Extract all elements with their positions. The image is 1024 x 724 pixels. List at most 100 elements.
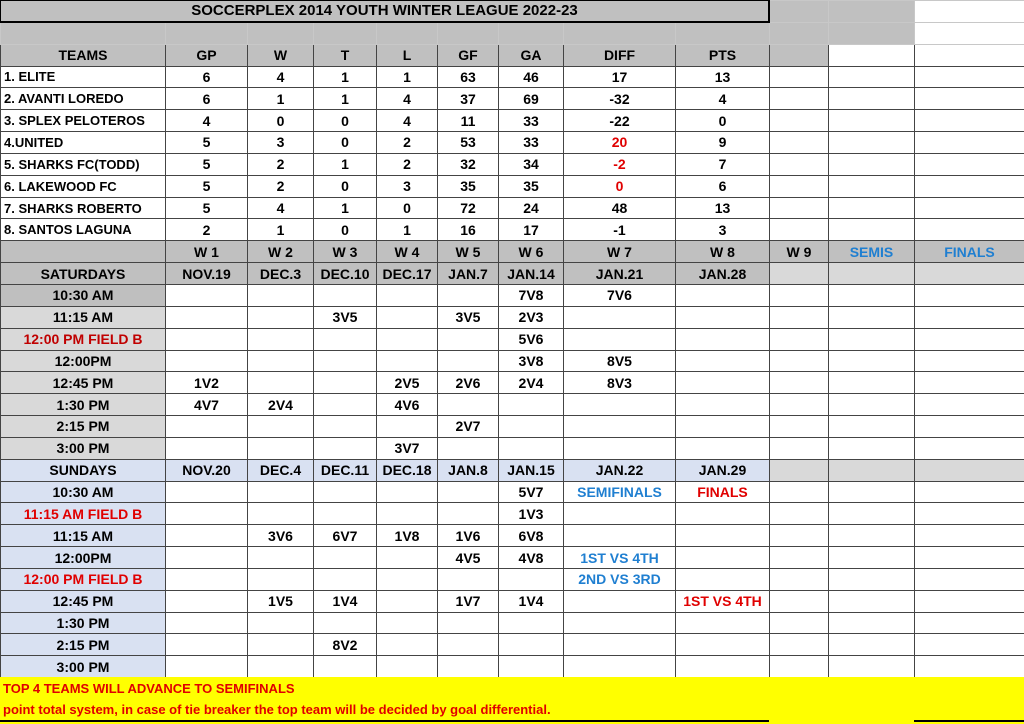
empty-cell[interactable] <box>914 611 1024 635</box>
time-slot-label[interactable]: 12:00 PM FIELD B <box>0 327 166 351</box>
empty-cell[interactable] <box>376 589 438 613</box>
empty-cell[interactable] <box>498 415 564 438</box>
cell[interactable] <box>769 21 829 45</box>
time-slot-label[interactable]: 12:45 PM <box>0 589 166 613</box>
empty-cell[interactable] <box>376 480 438 504</box>
cell[interactable] <box>769 218 829 242</box>
team-gp[interactable]: 5 <box>165 174 248 198</box>
empty-cell[interactable] <box>769 393 829 417</box>
date-header[interactable]: JAN.29 <box>675 458 770 482</box>
team-ga[interactable]: 24 <box>498 196 564 220</box>
cell[interactable] <box>914 87 1024 111</box>
empty-cell[interactable] <box>769 633 829 657</box>
cell[interactable] <box>914 43 1024 67</box>
team-w[interactable]: 2 <box>247 174 314 198</box>
cell[interactable] <box>563 21 676 45</box>
week-header[interactable]: W 7 <box>563 240 676 264</box>
empty-cell[interactable] <box>675 436 770 460</box>
empty-cell[interactable] <box>675 393 770 417</box>
sheet-title[interactable]: SOCCERPLEX 2014 YOUTH WINTER LEAGUE 2022… <box>0 0 770 23</box>
column-header-ga[interactable]: GA <box>498 43 564 67</box>
game-cell[interactable]: 2V6 <box>437 371 499 395</box>
cell[interactable] <box>914 152 1024 176</box>
empty-cell[interactable] <box>437 633 499 657</box>
empty-cell[interactable] <box>437 502 499 526</box>
empty-cell[interactable] <box>247 371 314 395</box>
cell[interactable] <box>828 131 915 154</box>
team-name[interactable]: 8. SANTOS LAGUNA <box>0 218 166 242</box>
empty-cell[interactable] <box>563 524 676 548</box>
cell[interactable] <box>376 21 438 45</box>
week-header[interactable]: W 5 <box>437 240 499 264</box>
team-t[interactable]: 1 <box>313 65 377 89</box>
game-cell[interactable]: 7V8 <box>498 283 564 307</box>
empty-cell[interactable] <box>769 283 829 307</box>
team-diff[interactable]: -32 <box>563 87 676 111</box>
empty-cell[interactable] <box>498 633 564 657</box>
empty-cell[interactable] <box>828 655 915 679</box>
date-header[interactable] <box>914 262 1024 285</box>
empty-cell[interactable] <box>769 371 829 395</box>
team-t[interactable]: 1 <box>313 196 377 220</box>
column-header-gf[interactable]: GF <box>437 43 499 67</box>
empty-cell[interactable] <box>563 305 676 329</box>
empty-cell[interactable] <box>828 305 915 329</box>
date-header[interactable]: JAN.22 <box>563 458 676 482</box>
team-w[interactable]: 0 <box>247 109 314 133</box>
empty-cell[interactable] <box>769 436 829 460</box>
game-cell[interactable]: 6V7 <box>313 524 377 548</box>
week-header[interactable]: W 3 <box>313 240 377 264</box>
empty-cell[interactable] <box>313 655 377 679</box>
empty-cell[interactable] <box>769 567 829 591</box>
time-slot-label[interactable]: 2:15 PM <box>0 633 166 657</box>
date-header[interactable]: JAN.28 <box>675 262 770 285</box>
empty-cell[interactable] <box>313 415 377 438</box>
time-slot-label[interactable]: 11:15 AM FIELD B <box>0 502 166 526</box>
empty-cell[interactable] <box>498 567 564 591</box>
team-pts[interactable]: 9 <box>675 131 770 154</box>
empty-cell[interactable] <box>675 415 770 438</box>
cell[interactable] <box>769 152 829 176</box>
empty-cell[interactable] <box>247 283 314 307</box>
team-pts[interactable]: 7 <box>675 152 770 176</box>
sundays-label[interactable]: SUNDAYS <box>0 458 166 482</box>
date-header[interactable]: NOV.20 <box>165 458 248 482</box>
date-header[interactable] <box>914 458 1024 482</box>
team-l[interactable]: 1 <box>376 218 438 242</box>
team-name[interactable]: 3. SPLEX PELOTEROS <box>0 109 166 133</box>
time-slot-label[interactable]: 11:15 AM <box>0 524 166 548</box>
game-cell[interactable]: 1V5 <box>247 589 314 613</box>
team-gf[interactable]: 32 <box>437 152 499 176</box>
game-cell[interactable]: 3V6 <box>247 524 314 548</box>
team-diff[interactable]: -2 <box>563 152 676 176</box>
empty-cell[interactable] <box>165 524 248 548</box>
empty-cell[interactable] <box>914 371 1024 395</box>
date-header[interactable]: DEC.11 <box>313 458 377 482</box>
empty-cell[interactable] <box>376 327 438 351</box>
game-cell[interactable]: 2V7 <box>437 415 499 438</box>
team-t[interactable]: 0 <box>313 174 377 198</box>
game-cell[interactable]: 4V5 <box>437 546 499 569</box>
game-cell[interactable]: 3V5 <box>313 305 377 329</box>
empty-cell[interactable] <box>914 283 1024 307</box>
game-cell[interactable]: 5V6 <box>498 327 564 351</box>
cell[interactable] <box>247 21 314 45</box>
team-gf[interactable]: 16 <box>437 218 499 242</box>
time-slot-label[interactable]: 1:30 PM <box>0 611 166 635</box>
team-ga[interactable]: 35 <box>498 174 564 198</box>
column-header-pts[interactable]: PTS <box>675 43 770 67</box>
time-slot-label[interactable]: 1:30 PM <box>0 393 166 417</box>
empty-cell[interactable] <box>247 305 314 329</box>
cell[interactable] <box>828 152 915 176</box>
team-name[interactable]: 2. AVANTI LOREDO <box>0 87 166 111</box>
empty-cell[interactable] <box>914 546 1024 569</box>
empty-cell[interactable] <box>675 502 770 526</box>
team-ga[interactable]: 33 <box>498 131 564 154</box>
game-cell[interactable]: FINALS <box>675 480 770 504</box>
empty-cell[interactable] <box>563 655 676 679</box>
game-cell[interactable]: 1V7 <box>437 589 499 613</box>
empty-cell[interactable] <box>675 371 770 395</box>
empty-cell[interactable] <box>769 305 829 329</box>
empty-cell[interactable] <box>247 349 314 373</box>
empty-cell[interactable] <box>769 415 829 438</box>
